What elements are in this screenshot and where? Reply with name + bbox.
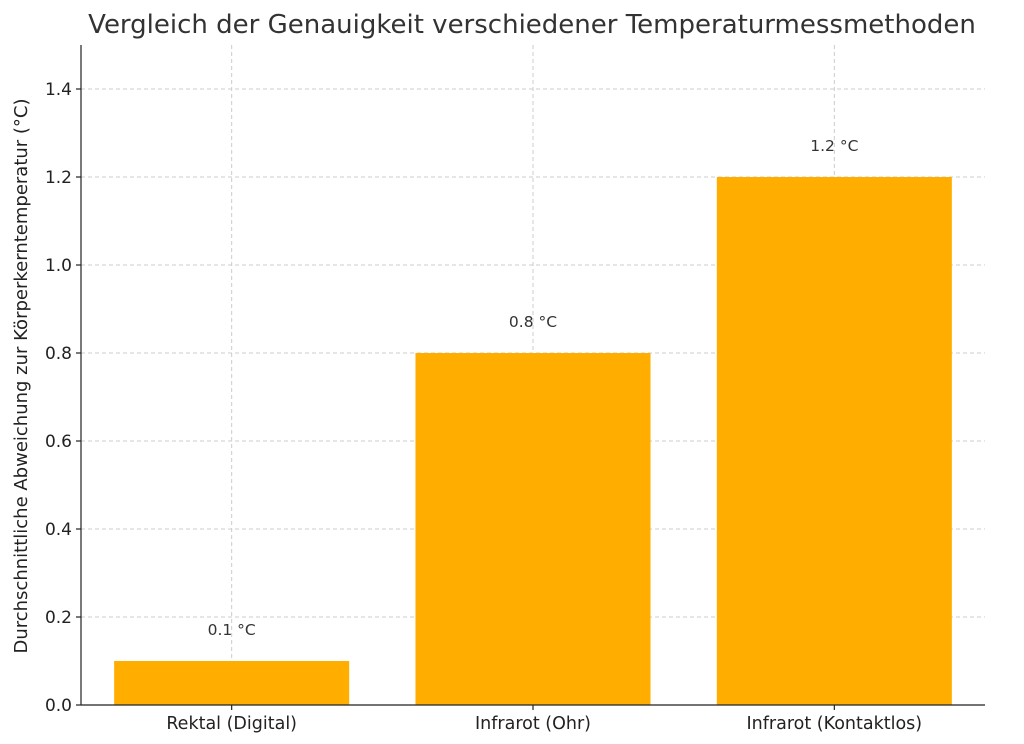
y-tick-label: 1.2 — [45, 168, 72, 188]
bar-value-label: 0.1 °C — [208, 621, 256, 639]
bars — [114, 177, 952, 705]
bar — [716, 177, 952, 705]
bar-value-label: 0.8 °C — [509, 313, 557, 331]
bar — [415, 353, 651, 705]
bar — [114, 661, 350, 705]
y-tick-label: 0.2 — [45, 608, 72, 628]
bar-value-label: 1.2 °C — [810, 137, 858, 155]
y-tick-label: 0.8 — [45, 344, 72, 364]
chart-title: Vergleich der Genauigkeit verschiedener … — [88, 10, 976, 40]
y-tick-label: 1.0 — [45, 256, 72, 276]
y-axis-label: Durchschnittliche Abweichung zur Körperk… — [11, 98, 32, 653]
x-tick-label: Infrarot (Ohr) — [475, 714, 591, 734]
labels: 0.0 0.2 0.4 0.6 0.8 1.0 1.2 1.4 0.1 °C 0.8 °C 1.2 … — [45, 80, 922, 734]
axes — [76, 45, 985, 710]
x-tick-label: Infrarot (Kontaktlos) — [747, 714, 923, 734]
y-tick-label: 0.0 — [45, 696, 72, 716]
y-tick-label: 0.4 — [45, 520, 72, 540]
y-tick-label: 0.6 — [45, 432, 72, 452]
y-tick-label: 1.4 — [45, 80, 72, 100]
x-tick-label: Rektal (Digital) — [166, 714, 297, 734]
